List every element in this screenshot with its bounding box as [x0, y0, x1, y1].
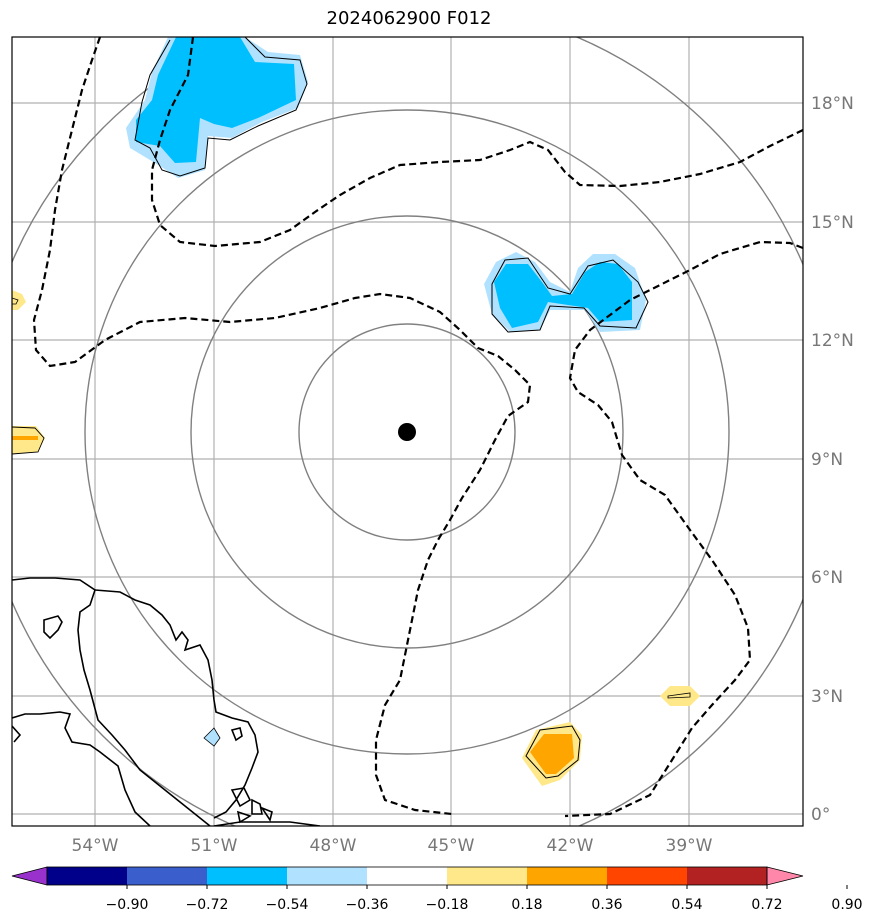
lat-label-0: 0° [811, 805, 830, 825]
colorbar-outline [46, 866, 768, 886]
colorbar-tick-label: 0.54 [671, 897, 702, 913]
positive-anomaly-small-e [660, 686, 700, 706]
range-ring-1 [298, 323, 516, 541]
dashed-contours [32, 37, 803, 818]
negative-anomaly-land [203, 727, 221, 747]
colorbar-cell [287, 867, 368, 885]
lon-label-39w: 39°W [666, 836, 713, 856]
range-ring-3 [84, 109, 730, 755]
colorbar-cell [127, 867, 208, 885]
lat-label-6n: 6°N [811, 568, 843, 588]
colorbar: −0.90 −0.72 −0.54 −0.36 −0.18 0.18 0.36 0.54 0.7… [11, 866, 863, 913]
lat-label-12n: 12°N [811, 331, 854, 351]
colorbar-tick-label: 0.36 [591, 897, 622, 913]
colorbar-tick-label: 0.72 [751, 897, 782, 913]
colorbar-cell [207, 867, 288, 885]
lon-label-51w: 51°W [191, 836, 238, 856]
colorbar-cell [367, 867, 448, 885]
positive-anomaly-se [522, 722, 582, 786]
lat-label-18n: 18°N [811, 94, 854, 114]
negative-anomaly-east [484, 252, 649, 333]
colorbar-tick-label: 0.90 [831, 897, 862, 913]
colorbar-tick-label: −0.90 [106, 897, 149, 913]
colorbar-tick-label: −0.36 [346, 897, 389, 913]
lat-tick-labels: 18°N 15°N 12°N 9°N 6°N 3°N 0° [811, 94, 854, 825]
colorbar-tick-label: −0.18 [426, 897, 469, 913]
negative-anomaly-nw [126, 37, 308, 178]
map-title: 2024062900 F012 [326, 8, 492, 29]
lat-label-9n: 9°N [811, 450, 843, 470]
lon-label-45w: 45°W [428, 836, 475, 856]
colorbar-cell [447, 867, 528, 885]
colorbar-tick-label: −0.72 [186, 897, 229, 913]
map-frame [11, 36, 804, 827]
colorbar-cell [47, 867, 128, 885]
colorbar-extend-max [766, 866, 804, 886]
colorbar-cell [527, 867, 608, 885]
colorbar-cell [687, 867, 768, 885]
colorbar-tick-label: 0.18 [511, 897, 542, 913]
lon-label-48w: 48°W [310, 836, 357, 856]
colorbar-extend-min [11, 866, 48, 886]
colorbar-tick-label: −0.54 [266, 897, 309, 913]
lon-label-54w: 54°W [72, 836, 119, 856]
lat-label-15n: 15°N [811, 213, 854, 233]
range-ring-2 [190, 215, 624, 649]
lat-label-3n: 3°N [811, 687, 843, 707]
colorbar-cell [607, 867, 688, 885]
map-area [12, 37, 803, 826]
lon-tick-labels: 54°W 51°W 48°W 45°W 42°W 39°W [72, 836, 713, 856]
positive-anomaly-west-edge [12, 290, 45, 455]
coastline [12, 577, 321, 826]
range-rings [12, 37, 803, 826]
lon-label-42w: 42°W [547, 836, 594, 856]
storm-center-marker [398, 423, 416, 441]
